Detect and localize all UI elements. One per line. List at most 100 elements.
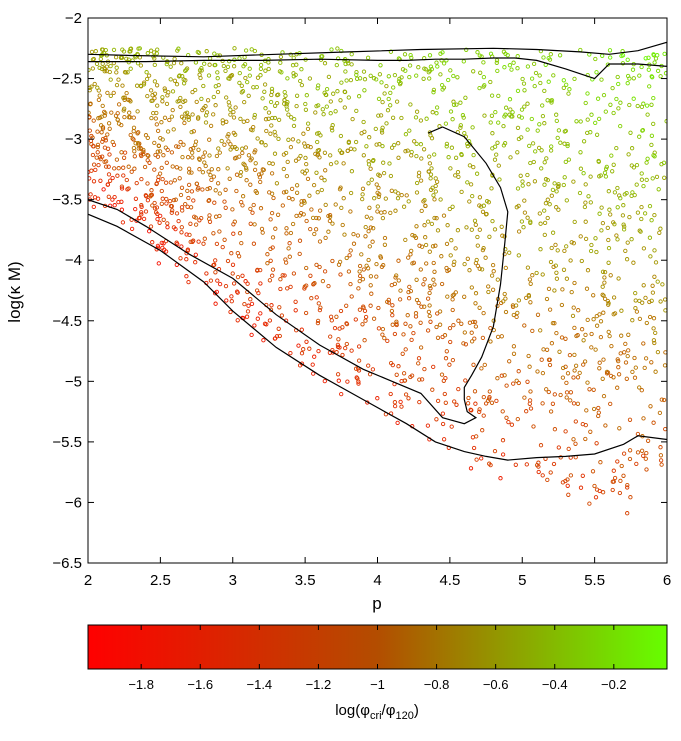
scatter-point [225, 258, 231, 264]
scatter-point [467, 268, 472, 273]
scatter-point [223, 187, 228, 192]
scatter-point [625, 240, 630, 245]
scatter-point [561, 182, 566, 188]
scatter-point [277, 69, 283, 74]
scatter-point [99, 66, 105, 72]
scatter-point [616, 372, 622, 377]
scatter-point [633, 365, 638, 370]
scatter-point [547, 202, 552, 207]
scatter-point [496, 120, 501, 125]
scatter-point [91, 118, 96, 123]
scatter-point [414, 109, 420, 114]
scatter-point [297, 251, 302, 257]
scatter-point [294, 103, 299, 109]
scatter-point [273, 226, 278, 231]
scatter-point [413, 115, 419, 120]
scatter-point [431, 277, 436, 282]
scatter-point [240, 203, 245, 208]
scatter-point [409, 153, 414, 158]
scatter-point [335, 89, 340, 94]
scatter-point [485, 398, 491, 403]
scatter-point [516, 369, 521, 374]
scatter-point [121, 108, 126, 113]
scatter-point [103, 159, 109, 164]
scatter-point [202, 61, 207, 66]
scatter-point [535, 369, 540, 374]
scatter-point [572, 280, 577, 286]
scatter-point [311, 371, 316, 376]
scatter-point [269, 210, 275, 216]
scatter-point [472, 336, 477, 341]
y-tick-label: −2.5 [52, 71, 82, 88]
scatter-point [112, 166, 117, 171]
scatter-point [159, 165, 164, 171]
scatter-point [639, 64, 644, 70]
scatter-point [337, 187, 343, 192]
scatter-point [359, 252, 364, 257]
scatter-point [361, 305, 366, 311]
scatter-point [403, 149, 408, 154]
scatter-point [407, 128, 412, 133]
scatter-point [418, 178, 424, 183]
scatter-point [252, 150, 257, 155]
scatter-point [489, 273, 495, 278]
scatter-point [285, 159, 290, 165]
scatter-point [296, 139, 301, 144]
scatter-point [183, 111, 188, 116]
scatter-point [414, 224, 419, 229]
scatter-point [180, 74, 185, 79]
contour-upper-band [88, 41, 667, 80]
scatter-point [621, 222, 626, 227]
scatter-point [408, 102, 413, 107]
scatter-point [479, 456, 484, 461]
scatter-point [426, 309, 432, 315]
scatter-point [361, 267, 366, 272]
scatter-point [548, 470, 553, 475]
scatter-point [560, 375, 566, 380]
scatter-point [191, 129, 196, 134]
scatter-point [430, 244, 436, 249]
scatter-point [635, 450, 641, 455]
scatter-point [380, 326, 386, 332]
scatter-point [191, 198, 196, 203]
scatter-point [129, 226, 135, 232]
scatter-point [304, 93, 309, 98]
scatter-point [303, 144, 308, 149]
scatter-point [184, 274, 189, 279]
scatter-point [252, 48, 258, 54]
scatter-point [633, 298, 638, 303]
scatter-point [103, 164, 109, 169]
scatter-point [343, 61, 348, 67]
scatter-point [127, 115, 133, 120]
scatter-point [616, 276, 621, 281]
scatter-point [569, 289, 574, 295]
scatter-point [396, 258, 401, 263]
scatter-point [228, 107, 233, 112]
scatter-point [346, 95, 351, 100]
scatter-point [620, 61, 626, 66]
scatter-point [449, 238, 454, 243]
scatter-point [547, 307, 553, 312]
scatter-point [608, 102, 613, 107]
scatter-point [231, 64, 237, 69]
scatter-point [572, 219, 577, 225]
scatter-point [615, 237, 620, 242]
scatter-point [145, 152, 150, 158]
scatter-point [477, 53, 482, 58]
scatter-point [477, 409, 482, 414]
scatter-point [235, 250, 240, 256]
scatter-point [471, 445, 477, 451]
scatter-point [360, 186, 366, 191]
scatter-point [106, 121, 112, 126]
scatter-point [546, 389, 551, 395]
scatter-point [600, 376, 605, 381]
scatter-point [211, 94, 216, 100]
scatter-point [370, 239, 375, 244]
scatter-point [193, 215, 198, 220]
scatter-point [472, 218, 478, 223]
scatter-point [435, 64, 440, 69]
scatter-point [299, 202, 304, 207]
scatter-point [448, 166, 453, 171]
scatter-point [288, 284, 293, 290]
scatter-point [451, 102, 457, 107]
